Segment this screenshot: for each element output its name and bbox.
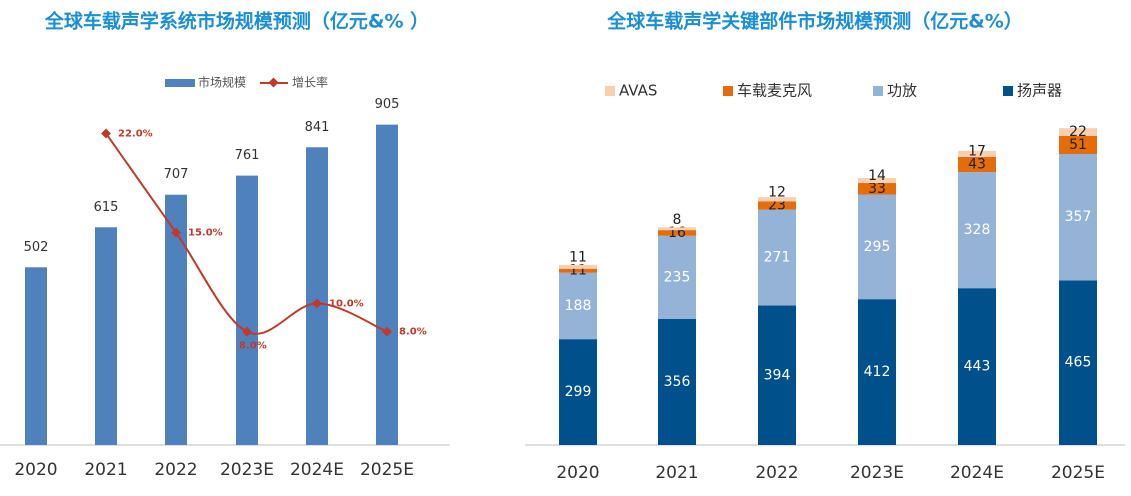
line-marker — [382, 326, 392, 337]
data-label: 11 — [569, 250, 587, 266]
data-label: 841 — [305, 120, 330, 135]
data-label: 188 — [565, 298, 592, 314]
data-label: 17 — [968, 143, 986, 159]
data-label: 412 — [864, 364, 891, 380]
line — [105, 132, 388, 335]
data-label: 51 — [1069, 137, 1087, 153]
bar-segment — [858, 194, 896, 300]
data-label: 235 — [664, 269, 691, 285]
data-label: 356 — [664, 374, 691, 390]
bar-segment — [658, 227, 696, 231]
data-label: 12 — [768, 185, 786, 201]
data-label: 357 — [1065, 209, 1092, 225]
bar-segment — [1059, 280, 1097, 445]
x-tick-label: 2024E — [290, 460, 344, 480]
bar — [306, 147, 328, 445]
data-label: 15.0% — [188, 228, 223, 239]
legend-label: 扬声器 — [1017, 82, 1062, 100]
line-marker — [312, 298, 322, 309]
bar-segment — [758, 197, 796, 202]
bar-segment — [858, 178, 896, 184]
legend-swatch — [1003, 86, 1013, 96]
x-tick-label: 2020 — [556, 463, 599, 483]
x-tick-label: 2021 — [84, 460, 127, 480]
data-label: 43 — [968, 156, 986, 172]
data-label: 33 — [868, 181, 886, 197]
data-label: 14 — [868, 168, 886, 184]
data-label: 502 — [24, 240, 49, 255]
data-label: 271 — [764, 250, 791, 266]
bar — [95, 227, 117, 445]
bar-segment — [658, 318, 696, 445]
bar-segment — [658, 230, 696, 236]
data-label: 23 — [768, 198, 786, 214]
x-tick-label: 2021 — [655, 463, 698, 483]
bar-segment — [559, 264, 597, 269]
x-tick-label: 2022 — [755, 463, 798, 483]
data-label: 443 — [964, 359, 991, 375]
legend-label: 市场规模 — [198, 75, 246, 90]
bar-segment — [758, 305, 796, 445]
data-label: 8.0% — [399, 327, 427, 338]
bar-segment — [1059, 135, 1097, 155]
bar-segment — [559, 268, 597, 273]
data-label: 328 — [964, 222, 991, 238]
bar-segment — [958, 150, 996, 157]
data-label: 295 — [864, 239, 891, 255]
x-tick-label: 2023E — [220, 460, 274, 480]
legend-swatch — [873, 86, 883, 96]
bar-segment — [858, 183, 896, 195]
x-tick-label: 2025E — [360, 460, 414, 480]
line-marker — [242, 326, 252, 337]
legend-label: 车载麦克风 — [737, 82, 812, 100]
data-label: 22.0% — [118, 128, 153, 139]
bar-segment — [758, 201, 796, 210]
data-label: 394 — [764, 367, 791, 383]
chart-title: 全球车载声学系统市场规模预测（亿元&% ） — [44, 10, 429, 33]
data-label: 615 — [94, 200, 119, 215]
x-tick-label: 2024E — [950, 463, 1004, 483]
x-tick-label: 2023E — [850, 463, 904, 483]
bar — [236, 175, 258, 445]
legend-swatch — [723, 86, 733, 96]
bar-segment — [958, 156, 996, 173]
bar-segment — [958, 172, 996, 289]
data-label: 707 — [164, 167, 189, 182]
bar — [165, 194, 187, 445]
bar-segment — [1059, 154, 1097, 281]
bar-segment — [958, 288, 996, 445]
bar-segment — [1059, 128, 1097, 136]
data-label: 761 — [235, 148, 260, 163]
legend-swatch — [605, 86, 615, 96]
chart-title: 全球车载声学关键部件市场规模预测（亿元&%） — [606, 10, 1023, 33]
data-label: 22 — [1069, 124, 1087, 140]
data-label: 10.0% — [329, 298, 364, 309]
x-tick-label: 2020 — [14, 460, 57, 480]
bar-segment — [658, 235, 696, 319]
legend-label: AVAS — [619, 82, 657, 100]
data-label: 299 — [565, 384, 592, 400]
data-label: 8.0% — [239, 341, 267, 352]
x-tick-label: 2025E — [1051, 463, 1105, 483]
line-marker — [101, 128, 111, 139]
x-tick-label: 2022 — [154, 460, 197, 480]
bar-segment — [758, 209, 796, 306]
legend-swatch — [268, 77, 279, 88]
bar — [376, 124, 398, 445]
bar — [25, 267, 47, 445]
legend-swatch — [165, 79, 195, 87]
legend-label: 功放 — [887, 82, 917, 100]
data-label: 8 — [673, 212, 682, 228]
bar-segment — [559, 339, 597, 445]
line-marker — [171, 227, 181, 238]
bar-segment — [858, 299, 896, 445]
bar-segment — [559, 272, 597, 340]
data-label: 465 — [1065, 355, 1092, 371]
legend-label: 增长率 — [292, 75, 328, 90]
data-label: 905 — [375, 97, 400, 112]
